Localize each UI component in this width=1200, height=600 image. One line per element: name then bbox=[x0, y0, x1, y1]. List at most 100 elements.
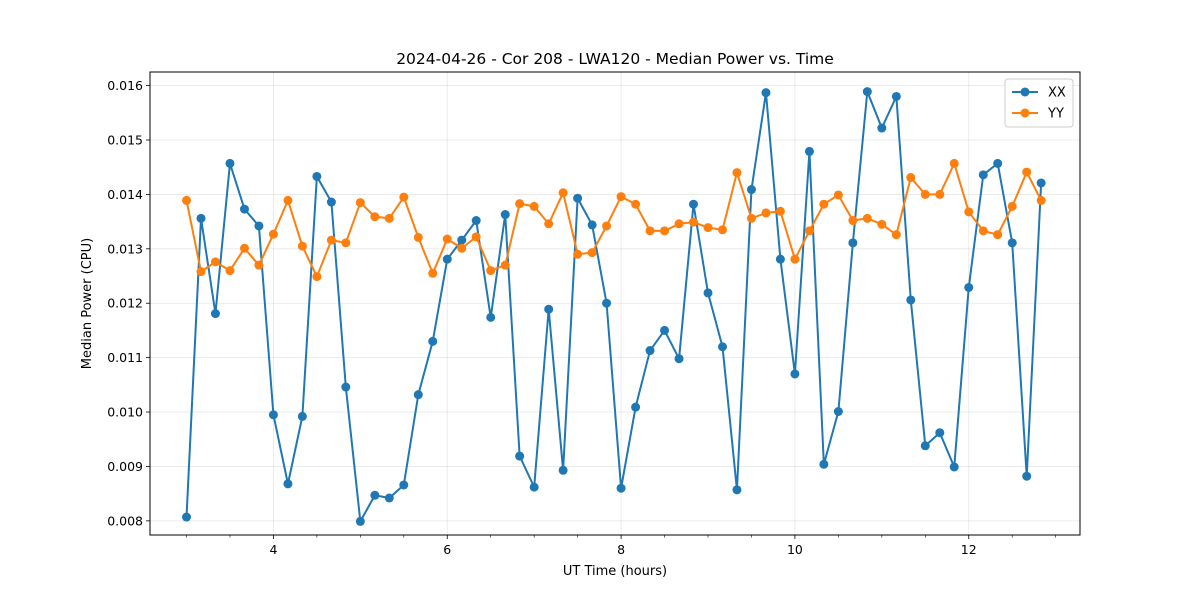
data-point-yy bbox=[326, 235, 336, 245]
data-point-yy bbox=[833, 190, 843, 200]
data-point-yy bbox=[210, 257, 220, 267]
data-point-yy bbox=[920, 189, 930, 199]
y-tick-label: 0.009 bbox=[107, 459, 143, 474]
y-tick-label: 0.013 bbox=[107, 241, 143, 256]
x-tick-label: 12 bbox=[961, 542, 977, 557]
data-point-xx bbox=[254, 221, 264, 231]
data-point-yy bbox=[471, 232, 481, 242]
y-tick-label: 0.015 bbox=[107, 133, 143, 148]
series-line-yy bbox=[185, 162, 1043, 278]
data-point-yy bbox=[761, 208, 771, 218]
data-point-yy bbox=[182, 195, 192, 205]
data-point-xx bbox=[906, 295, 916, 305]
data-point-xx bbox=[500, 210, 510, 220]
data-point-yy bbox=[703, 223, 713, 233]
series-xx bbox=[182, 87, 1046, 526]
data-point-yy bbox=[964, 207, 974, 217]
data-point-yy bbox=[732, 168, 742, 178]
data-point-yy bbox=[428, 268, 438, 278]
data-point-xx bbox=[746, 185, 756, 195]
data-point-yy bbox=[949, 158, 959, 168]
legend-entry-yy: YY bbox=[1012, 107, 1064, 122]
data-point-xx bbox=[935, 428, 945, 438]
data-point-yy bbox=[544, 219, 554, 229]
data-point-xx bbox=[790, 369, 800, 379]
data-point-xx bbox=[1007, 238, 1017, 248]
data-point-xx bbox=[326, 197, 336, 207]
legend-label-yy: YY bbox=[1047, 107, 1064, 122]
data-point-yy bbox=[978, 226, 988, 236]
data-point-xx bbox=[993, 158, 1003, 168]
data-point-yy bbox=[486, 266, 496, 276]
data-point-yy bbox=[312, 272, 322, 282]
data-point-yy bbox=[370, 212, 380, 222]
data-point-yy bbox=[616, 192, 626, 202]
data-point-xx bbox=[239, 204, 249, 214]
data-point-xx bbox=[341, 382, 351, 392]
data-point-xx bbox=[674, 354, 684, 364]
series-layer bbox=[182, 87, 1046, 526]
data-point-xx bbox=[833, 406, 843, 416]
data-point-yy bbox=[196, 267, 206, 277]
data-point-xx bbox=[370, 490, 380, 500]
data-point-yy bbox=[558, 188, 568, 198]
x-tick-label: 10 bbox=[787, 542, 803, 557]
x-tick-label: 6 bbox=[443, 542, 451, 557]
series-line-xx bbox=[185, 90, 1043, 523]
data-point-xx bbox=[442, 254, 452, 264]
y-tick-label: 0.016 bbox=[107, 78, 143, 93]
data-point-xx bbox=[587, 220, 597, 230]
data-point-xx bbox=[862, 87, 872, 97]
data-point-yy bbox=[602, 221, 612, 231]
data-point-xx bbox=[573, 193, 583, 203]
data-point-yy bbox=[515, 199, 525, 209]
x-tick-label: 8 bbox=[617, 542, 625, 557]
data-point-yy bbox=[355, 198, 365, 208]
data-point-yy bbox=[384, 213, 394, 223]
data-point-xx bbox=[413, 390, 423, 400]
data-point-xx bbox=[920, 441, 930, 451]
data-point-yy bbox=[225, 266, 235, 276]
data-point-yy bbox=[399, 192, 409, 202]
data-point-yy bbox=[819, 199, 829, 209]
data-point-xx bbox=[616, 483, 626, 493]
data-point-xx bbox=[848, 238, 858, 248]
data-point-xx bbox=[1022, 471, 1032, 481]
data-point-xx bbox=[297, 411, 307, 421]
data-point-xx bbox=[804, 146, 814, 156]
data-point-yy bbox=[529, 201, 539, 211]
data-point-xx bbox=[529, 482, 539, 492]
data-point-xx bbox=[877, 123, 887, 133]
data-point-xx bbox=[761, 88, 771, 98]
data-point-yy bbox=[587, 248, 597, 258]
data-point-xx bbox=[457, 235, 467, 245]
data-point-xx bbox=[688, 199, 698, 209]
data-point-xx bbox=[486, 312, 496, 322]
axes: 4 6 8 10 12 0.008 0.009 0.010 0.011 0.012 0.013 0.0… bbox=[107, 78, 1056, 557]
data-point-yy bbox=[254, 260, 264, 270]
data-point-xx bbox=[891, 91, 901, 101]
data-point-yy bbox=[573, 249, 583, 259]
data-point-xx bbox=[949, 462, 959, 472]
data-point-xx bbox=[819, 459, 829, 469]
data-point-xx bbox=[718, 342, 728, 352]
data-point-yy bbox=[848, 216, 858, 226]
legend-entry-xx: XX bbox=[1012, 86, 1066, 101]
data-point-xx bbox=[515, 451, 525, 461]
data-point-yy bbox=[804, 226, 814, 236]
data-point-yy bbox=[1036, 195, 1046, 205]
data-point-yy bbox=[906, 173, 916, 183]
x-tick-label: 4 bbox=[269, 542, 277, 557]
data-point-yy bbox=[746, 213, 756, 223]
data-point-yy bbox=[268, 229, 278, 239]
data-point-xx bbox=[558, 465, 568, 475]
chart-title: 2024-04-26 - Cor 208 - LWA120 - Median P… bbox=[396, 50, 834, 68]
data-point-xx bbox=[471, 216, 481, 226]
data-point-yy bbox=[457, 243, 467, 253]
y-tick-label: 0.008 bbox=[107, 513, 143, 528]
data-point-xx bbox=[964, 282, 974, 292]
data-point-xx bbox=[283, 479, 293, 489]
data-point-yy bbox=[891, 230, 901, 240]
data-point-yy bbox=[660, 226, 670, 236]
